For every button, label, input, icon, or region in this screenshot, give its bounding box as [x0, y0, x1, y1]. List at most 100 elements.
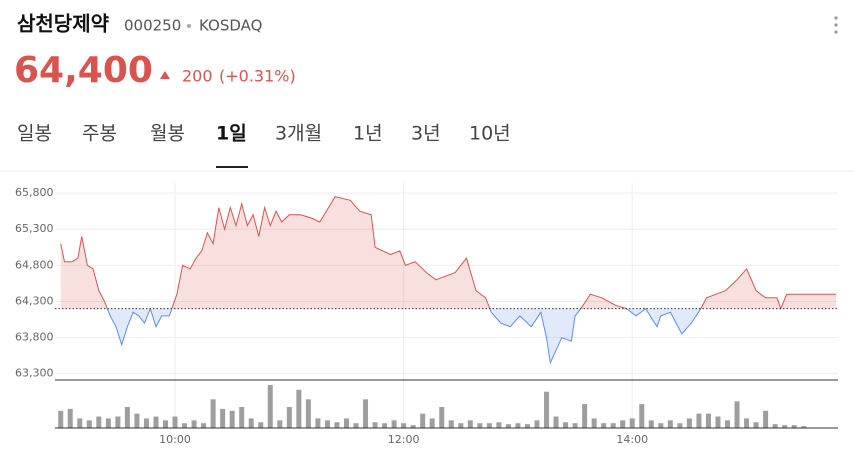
volume-bar — [124, 406, 130, 428]
volume-bar — [229, 410, 235, 428]
more-menu[interactable] — [834, 16, 838, 34]
volume-bar — [429, 418, 435, 428]
volume-bar — [267, 385, 273, 428]
period-tab[interactable]: 1년 — [353, 123, 383, 145]
price-change-pct: (+0.31%) — [219, 67, 296, 86]
volume-bar — [544, 391, 550, 428]
x-tick-label: 12:00 — [388, 433, 420, 446]
volume-bar — [658, 423, 664, 428]
y-tick-label: 65,800 — [15, 186, 54, 199]
period-tab[interactable]: 1일 — [216, 123, 247, 145]
volume-bar — [391, 420, 397, 428]
volume-bar — [677, 423, 683, 428]
x-tick-label: 14:00 — [616, 433, 648, 446]
volume-bar — [77, 418, 83, 428]
volume-bar — [467, 420, 473, 428]
volume-bar — [143, 418, 149, 428]
volume-bar — [353, 423, 359, 428]
volume-bar — [610, 423, 616, 428]
y-tick-label: 65,300 — [15, 222, 54, 235]
volume-bar — [772, 424, 778, 428]
current-price: 64,400 — [14, 50, 153, 91]
y-tick-label: 64,300 — [15, 294, 54, 307]
volume-bar — [439, 406, 445, 428]
price-change: 200 — [182, 67, 213, 86]
volume-bar — [591, 418, 597, 428]
volume-bar — [343, 418, 349, 428]
volume-bar — [153, 416, 159, 428]
volume-bar — [248, 418, 254, 428]
period-tab[interactable]: 10년 — [469, 123, 511, 145]
stock-market: KOSDAQ — [199, 17, 262, 35]
volume-bar — [639, 404, 645, 428]
volume-bar — [324, 420, 330, 428]
volume-bar — [220, 408, 226, 428]
volume-bar — [363, 399, 369, 428]
volume-bar — [534, 420, 540, 428]
volume-bar — [791, 425, 797, 428]
volume-bar — [782, 425, 788, 428]
period-tab[interactable]: 3년 — [411, 123, 441, 145]
volume-bar — [601, 423, 607, 428]
y-tick-label: 64,800 — [15, 258, 54, 271]
volume-bar — [134, 413, 140, 428]
volume-bar — [286, 406, 292, 428]
volume-bar — [629, 418, 635, 428]
volume-bar — [496, 422, 502, 428]
volume-bar — [725, 420, 731, 428]
volume-bar — [372, 422, 378, 428]
period-tab[interactable]: 주봉 — [82, 123, 117, 145]
volume-bar — [172, 416, 178, 428]
volume-bar — [696, 413, 702, 428]
volume-bar — [258, 422, 264, 428]
volume-bar — [515, 423, 521, 428]
volume-bar — [563, 422, 569, 428]
period-tab[interactable]: 월봉 — [150, 123, 185, 145]
volume-bar — [334, 422, 340, 428]
volume-bar — [115, 416, 121, 428]
volume-bar — [620, 420, 626, 428]
volume-bar — [486, 423, 492, 428]
volume-bar — [458, 423, 464, 428]
volume-bar — [744, 418, 750, 428]
volume-bar — [448, 420, 454, 428]
volume-bar — [191, 420, 197, 428]
volume-bar — [315, 418, 321, 428]
volume-bar — [96, 416, 102, 428]
volume-bar — [734, 401, 740, 428]
price-line — [106, 308, 782, 365]
price-area — [60, 196, 837, 309]
volume-bar — [572, 423, 578, 428]
volume-bar — [401, 423, 407, 428]
volume-bar — [582, 404, 588, 428]
volume-bar — [277, 420, 283, 428]
period-tab[interactable]: 일봉 — [17, 123, 52, 145]
volume-bar — [210, 399, 216, 428]
separator-dot — [187, 24, 191, 28]
volume-bar — [58, 410, 64, 428]
volume-bar — [382, 423, 388, 428]
volume-bar — [67, 408, 73, 428]
volume-bar — [686, 418, 692, 428]
volume-bar — [524, 424, 530, 428]
volume-bar — [420, 413, 426, 428]
volume-bar — [648, 420, 654, 428]
volume-bar — [239, 406, 245, 428]
volume-bar — [86, 420, 92, 428]
volume-bar — [162, 420, 168, 428]
volume-bar — [305, 399, 311, 428]
x-tick-label: 10:00 — [159, 433, 191, 446]
volume-bar — [505, 424, 511, 428]
volume-bar — [477, 423, 483, 428]
volume-bar — [667, 420, 673, 428]
up-arrow — [160, 71, 170, 79]
period-tab[interactable]: 3개월 — [275, 123, 322, 145]
volume-bar — [553, 416, 559, 428]
volume-bar — [715, 416, 721, 428]
volume-bar — [105, 418, 111, 428]
stock-name: 삼천당제약 — [17, 12, 110, 36]
volume-bar — [296, 389, 302, 428]
volume-bar — [705, 413, 711, 428]
y-tick-label: 63,800 — [15, 331, 54, 344]
